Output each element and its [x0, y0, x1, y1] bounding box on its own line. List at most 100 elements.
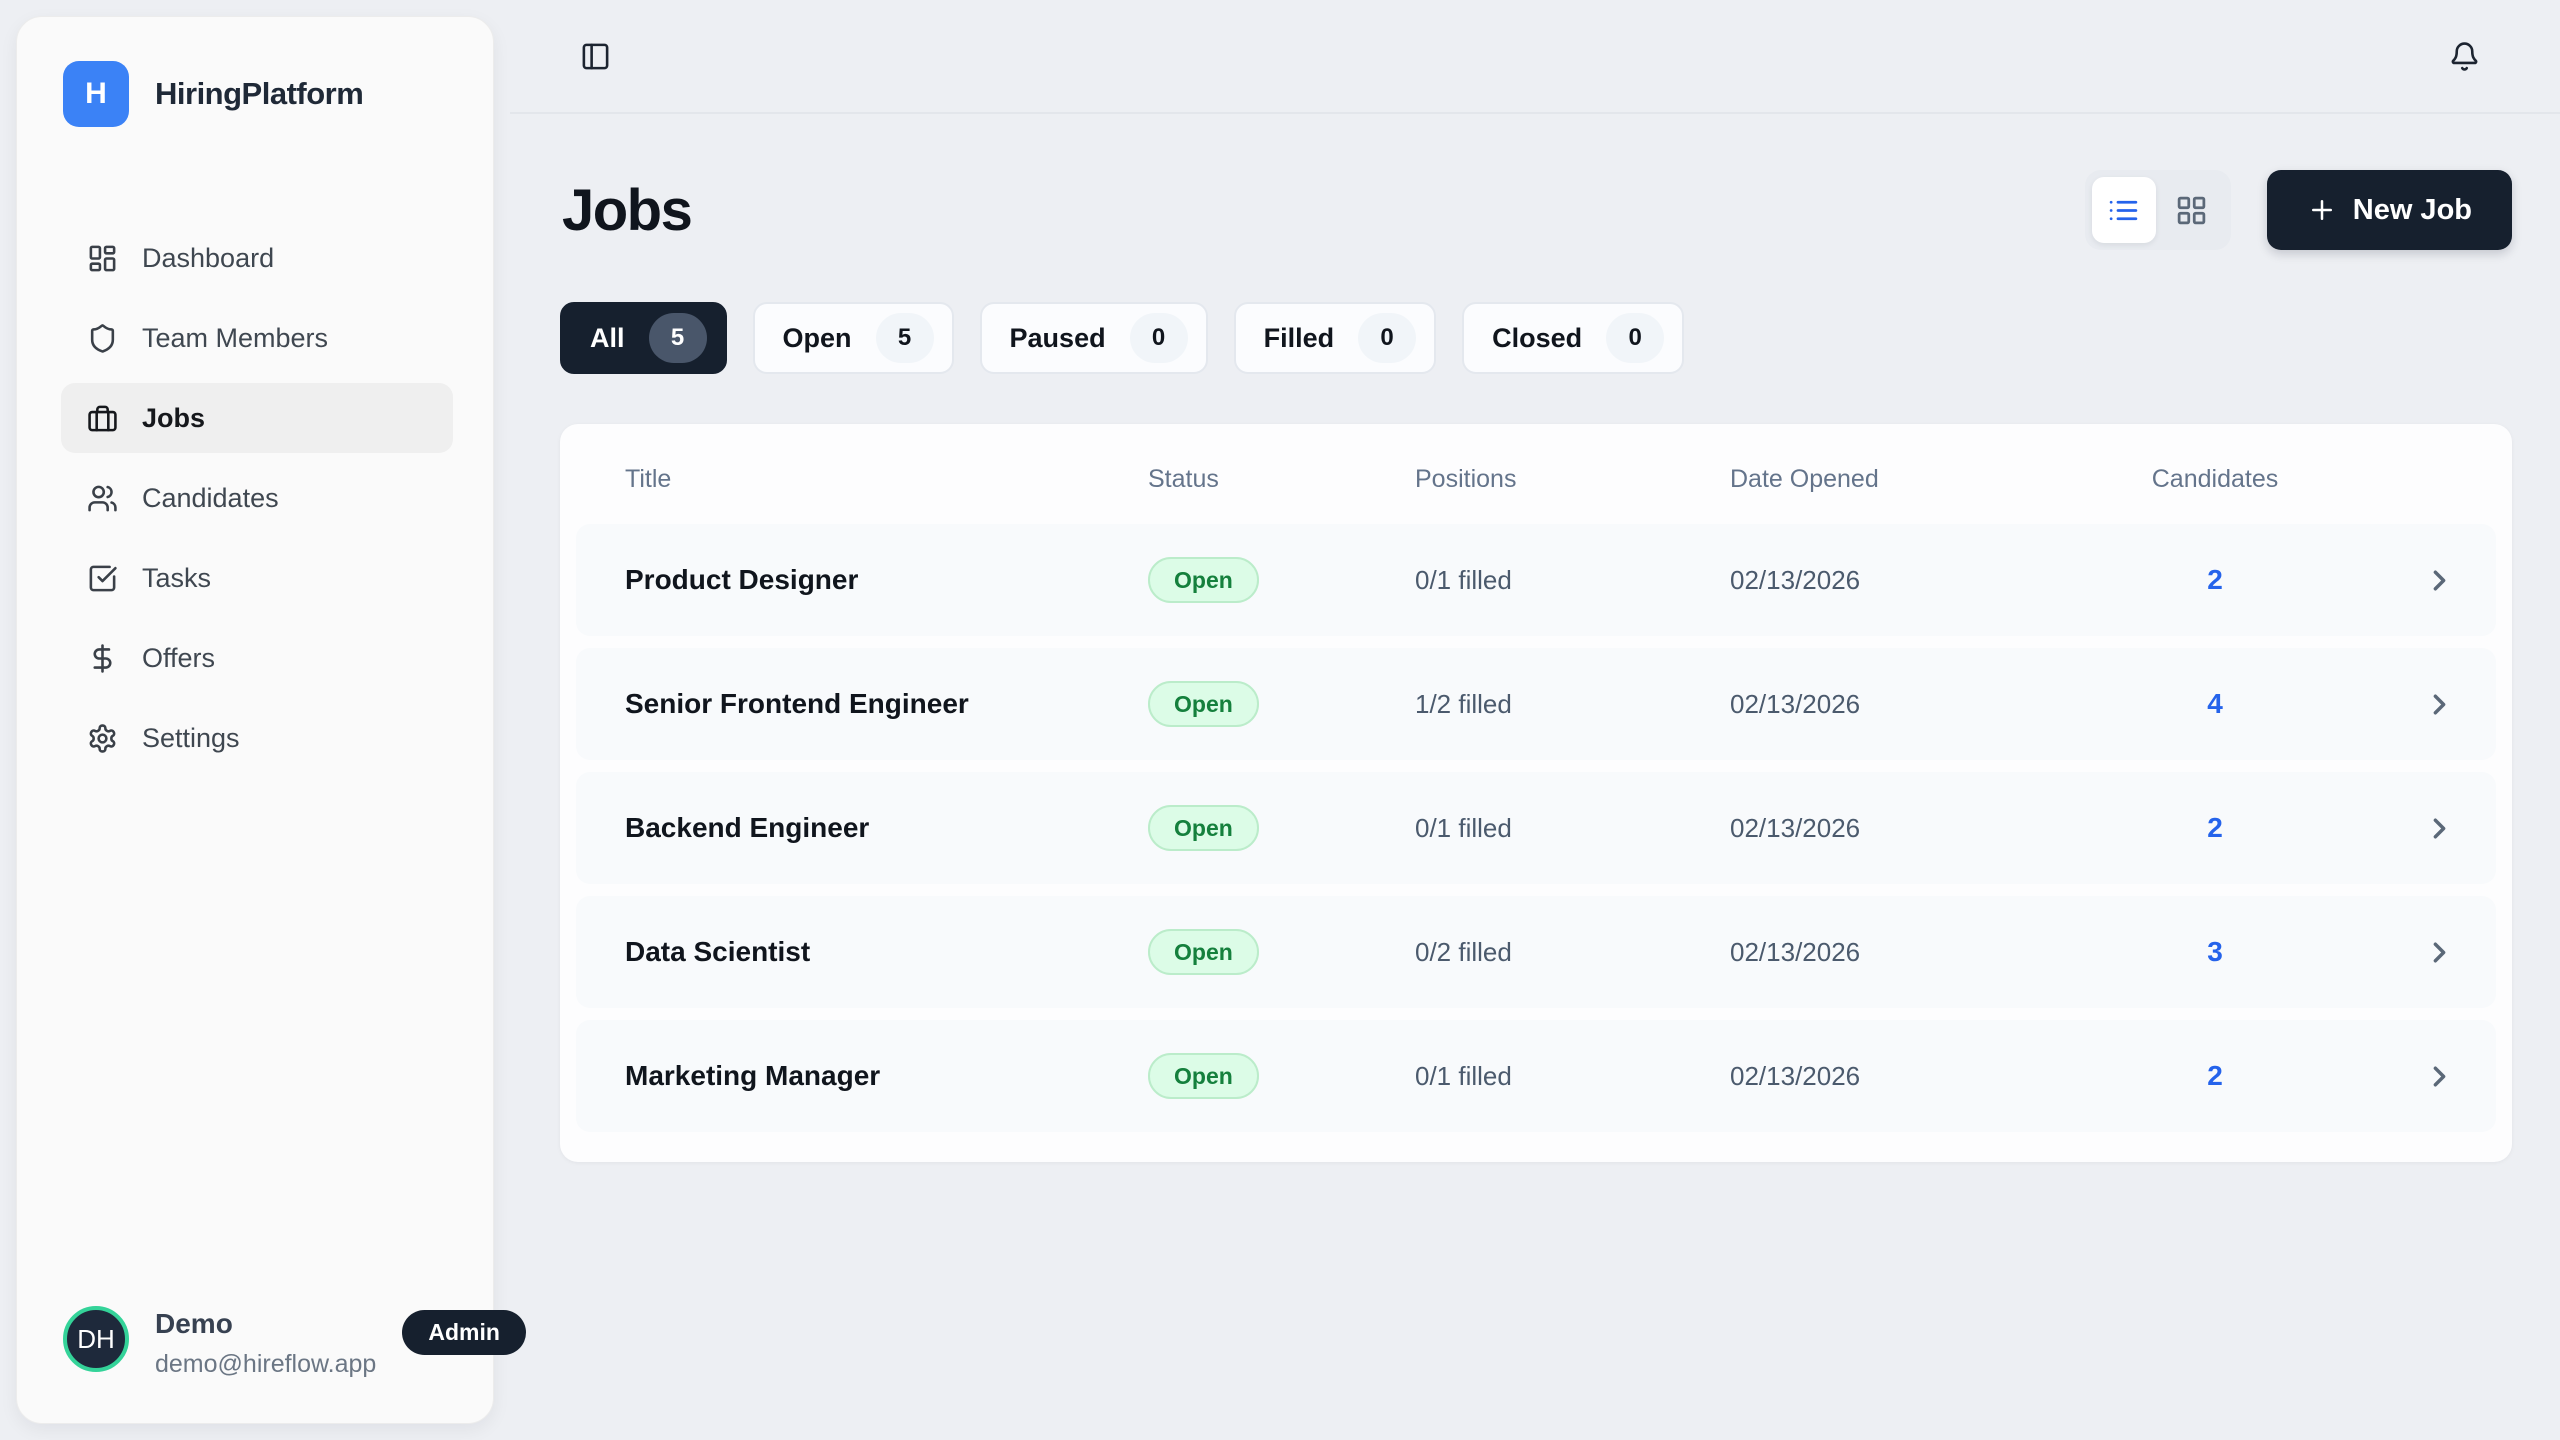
users-icon	[88, 485, 117, 511]
avatar: DH	[63, 1306, 129, 1372]
sidebar-spacer	[61, 773, 453, 1306]
grid-view-button[interactable]	[2160, 177, 2224, 243]
new-job-label: New Job	[2352, 193, 2472, 226]
sidebar-item-offers[interactable]: Offers	[61, 623, 453, 693]
candidates-count[interactable]: 2	[2207, 812, 2223, 843]
row-chevron[interactable]	[2423, 812, 2456, 845]
table-row[interactable]: Data Scientist Open 0/2 filled 02/13/202…	[576, 896, 2496, 1008]
sidebar-toggle-button[interactable]	[572, 33, 619, 80]
chevron-right-icon	[2433, 570, 2446, 590]
table-row[interactable]: Marketing Manager Open 0/1 filled 02/13/…	[576, 1020, 2496, 1132]
chevron-right-icon	[2433, 818, 2446, 838]
positions-cell: 0/1 filled	[1415, 812, 1512, 843]
sidebar-item-candidates[interactable]: Candidates	[61, 463, 453, 533]
sidebar-item-dashboard[interactable]: Dashboard	[61, 223, 453, 293]
job-title: Backend Engineer	[625, 812, 870, 843]
job-title: Senior Frontend Engineer	[625, 688, 969, 719]
user-email: demo@hireflow.app	[155, 1350, 377, 1378]
status-badge: Open	[1148, 556, 1259, 603]
sidebar-item-tasks[interactable]: Tasks	[61, 543, 453, 613]
status-badge: Open	[1148, 1052, 1259, 1099]
table-row[interactable]: Senior Frontend Engineer Open 1/2 filled…	[576, 648, 2496, 760]
row-chevron[interactable]	[2423, 936, 2456, 969]
notifications-button[interactable]	[2441, 33, 2488, 80]
table-row[interactable]: Backend Engineer Open 0/1 filled 02/13/2…	[576, 772, 2496, 884]
gear-icon	[89, 723, 116, 753]
date-opened-cell: 02/13/2026	[1730, 812, 1861, 843]
date-opened-cell: 02/13/2026	[1730, 1060, 1861, 1091]
candidates-count[interactable]: 2	[2207, 1060, 2223, 1091]
filter-tab[interactable]: Paused 0	[979, 302, 1208, 374]
panel-left-icon	[582, 43, 609, 69]
row-chevron[interactable]	[2423, 688, 2456, 721]
user-profile[interactable]: DH Demo demo@hireflow.app Admin	[61, 1306, 526, 1379]
filter-tab[interactable]: All 5	[560, 302, 727, 374]
plus-icon	[2311, 200, 2332, 220]
sidebar: H HiringPlatform Dashboard Team Members …	[16, 16, 526, 1424]
list-view-button[interactable]	[2091, 177, 2156, 243]
list-icon	[2110, 200, 2138, 220]
sidebar-item-team-members[interactable]: Team Members	[61, 303, 453, 373]
bell-icon	[2451, 41, 2478, 71]
filter-tab-label: Open	[782, 322, 852, 353]
head-actions: New Job	[2084, 170, 2512, 250]
role-badge: Admin	[402, 1310, 526, 1355]
filter-tab-label: All	[590, 322, 625, 353]
view-toggle	[2084, 170, 2231, 250]
candidates-count[interactable]: 2	[2207, 564, 2223, 595]
date-opened-cell: 02/13/2026	[1730, 936, 1861, 967]
sidebar-nav: Dashboard Team Members Jobs Candidates T…	[61, 223, 453, 773]
new-job-button[interactable]: New Job	[2266, 170, 2512, 250]
filter-tab-label: Filled	[1263, 322, 1335, 353]
filter-tab[interactable]: Open 5	[752, 302, 954, 374]
table-header-row: Title Status Positions Date Opened Candi…	[576, 434, 2496, 524]
filter-tab-count: 0	[1129, 313, 1188, 363]
jobs-table-card: Title Status Positions Date Opened Candi…	[560, 424, 2512, 1162]
status-badge: Open	[1148, 680, 1259, 727]
filter-tab[interactable]: Filled 0	[1233, 302, 1437, 374]
content: Jobs New Job	[510, 114, 2560, 1162]
dashboard-icon	[89, 245, 116, 271]
candidates-count[interactable]: 4	[2207, 688, 2223, 719]
check-square-icon	[89, 565, 117, 591]
main-area: Jobs New Job	[510, 0, 2560, 1440]
job-title: Marketing Manager	[625, 1060, 881, 1091]
positions-cell: 0/1 filled	[1415, 564, 1512, 595]
grid-icon	[2178, 196, 2206, 224]
job-title: Product Designer	[625, 564, 859, 595]
sidebar-item-label: Jobs	[142, 402, 206, 433]
sidebar-item-settings[interactable]: Settings	[61, 703, 453, 773]
sidebar-item-label: Team Members	[142, 322, 329, 353]
column-header-status: Status	[1148, 464, 1219, 493]
user-text: Demo demo@hireflow.app	[155, 1306, 376, 1379]
positions-cell: 0/2 filled	[1415, 936, 1512, 967]
filter-tab[interactable]: Closed 0	[1462, 302, 1685, 374]
column-header-positions: Positions	[1415, 464, 1517, 493]
page-title: Jobs	[562, 177, 693, 243]
chevron-right-icon	[2433, 1066, 2446, 1086]
dollar-icon	[93, 643, 112, 673]
row-chevron[interactable]	[2423, 564, 2456, 597]
filter-tab-count: 5	[875, 313, 934, 363]
sidebar-item-label: Dashboard	[142, 242, 275, 273]
filter-tab-label: Paused	[1009, 322, 1106, 353]
candidates-count[interactable]: 3	[2207, 936, 2223, 967]
filter-tabs: All 5 Open 5 Paused 0 Filled	[560, 302, 2512, 374]
status-badge: Open	[1148, 928, 1259, 975]
user-name: Demo	[155, 1308, 233, 1339]
column-header-title: Title	[625, 464, 672, 493]
brand-name: HiringPlatform	[155, 76, 364, 111]
sidebar-item-label: Settings	[142, 722, 240, 753]
table-row[interactable]: Product Designer Open 0/1 filled 02/13/2…	[576, 524, 2496, 636]
column-header-date-opened: Date Opened	[1730, 464, 1879, 493]
sidebar-item-jobs[interactable]: Jobs	[61, 383, 453, 453]
date-opened-cell: 02/13/2026	[1730, 564, 1861, 595]
filter-tab-count: 5	[648, 313, 707, 363]
sidebar-item-label: Offers	[142, 642, 216, 673]
chevron-right-icon	[2433, 942, 2446, 962]
filter-tab-count: 0	[1606, 313, 1665, 363]
row-chevron[interactable]	[2423, 1060, 2456, 1093]
chevron-right-icon	[2433, 694, 2446, 714]
shield-icon	[90, 323, 115, 353]
